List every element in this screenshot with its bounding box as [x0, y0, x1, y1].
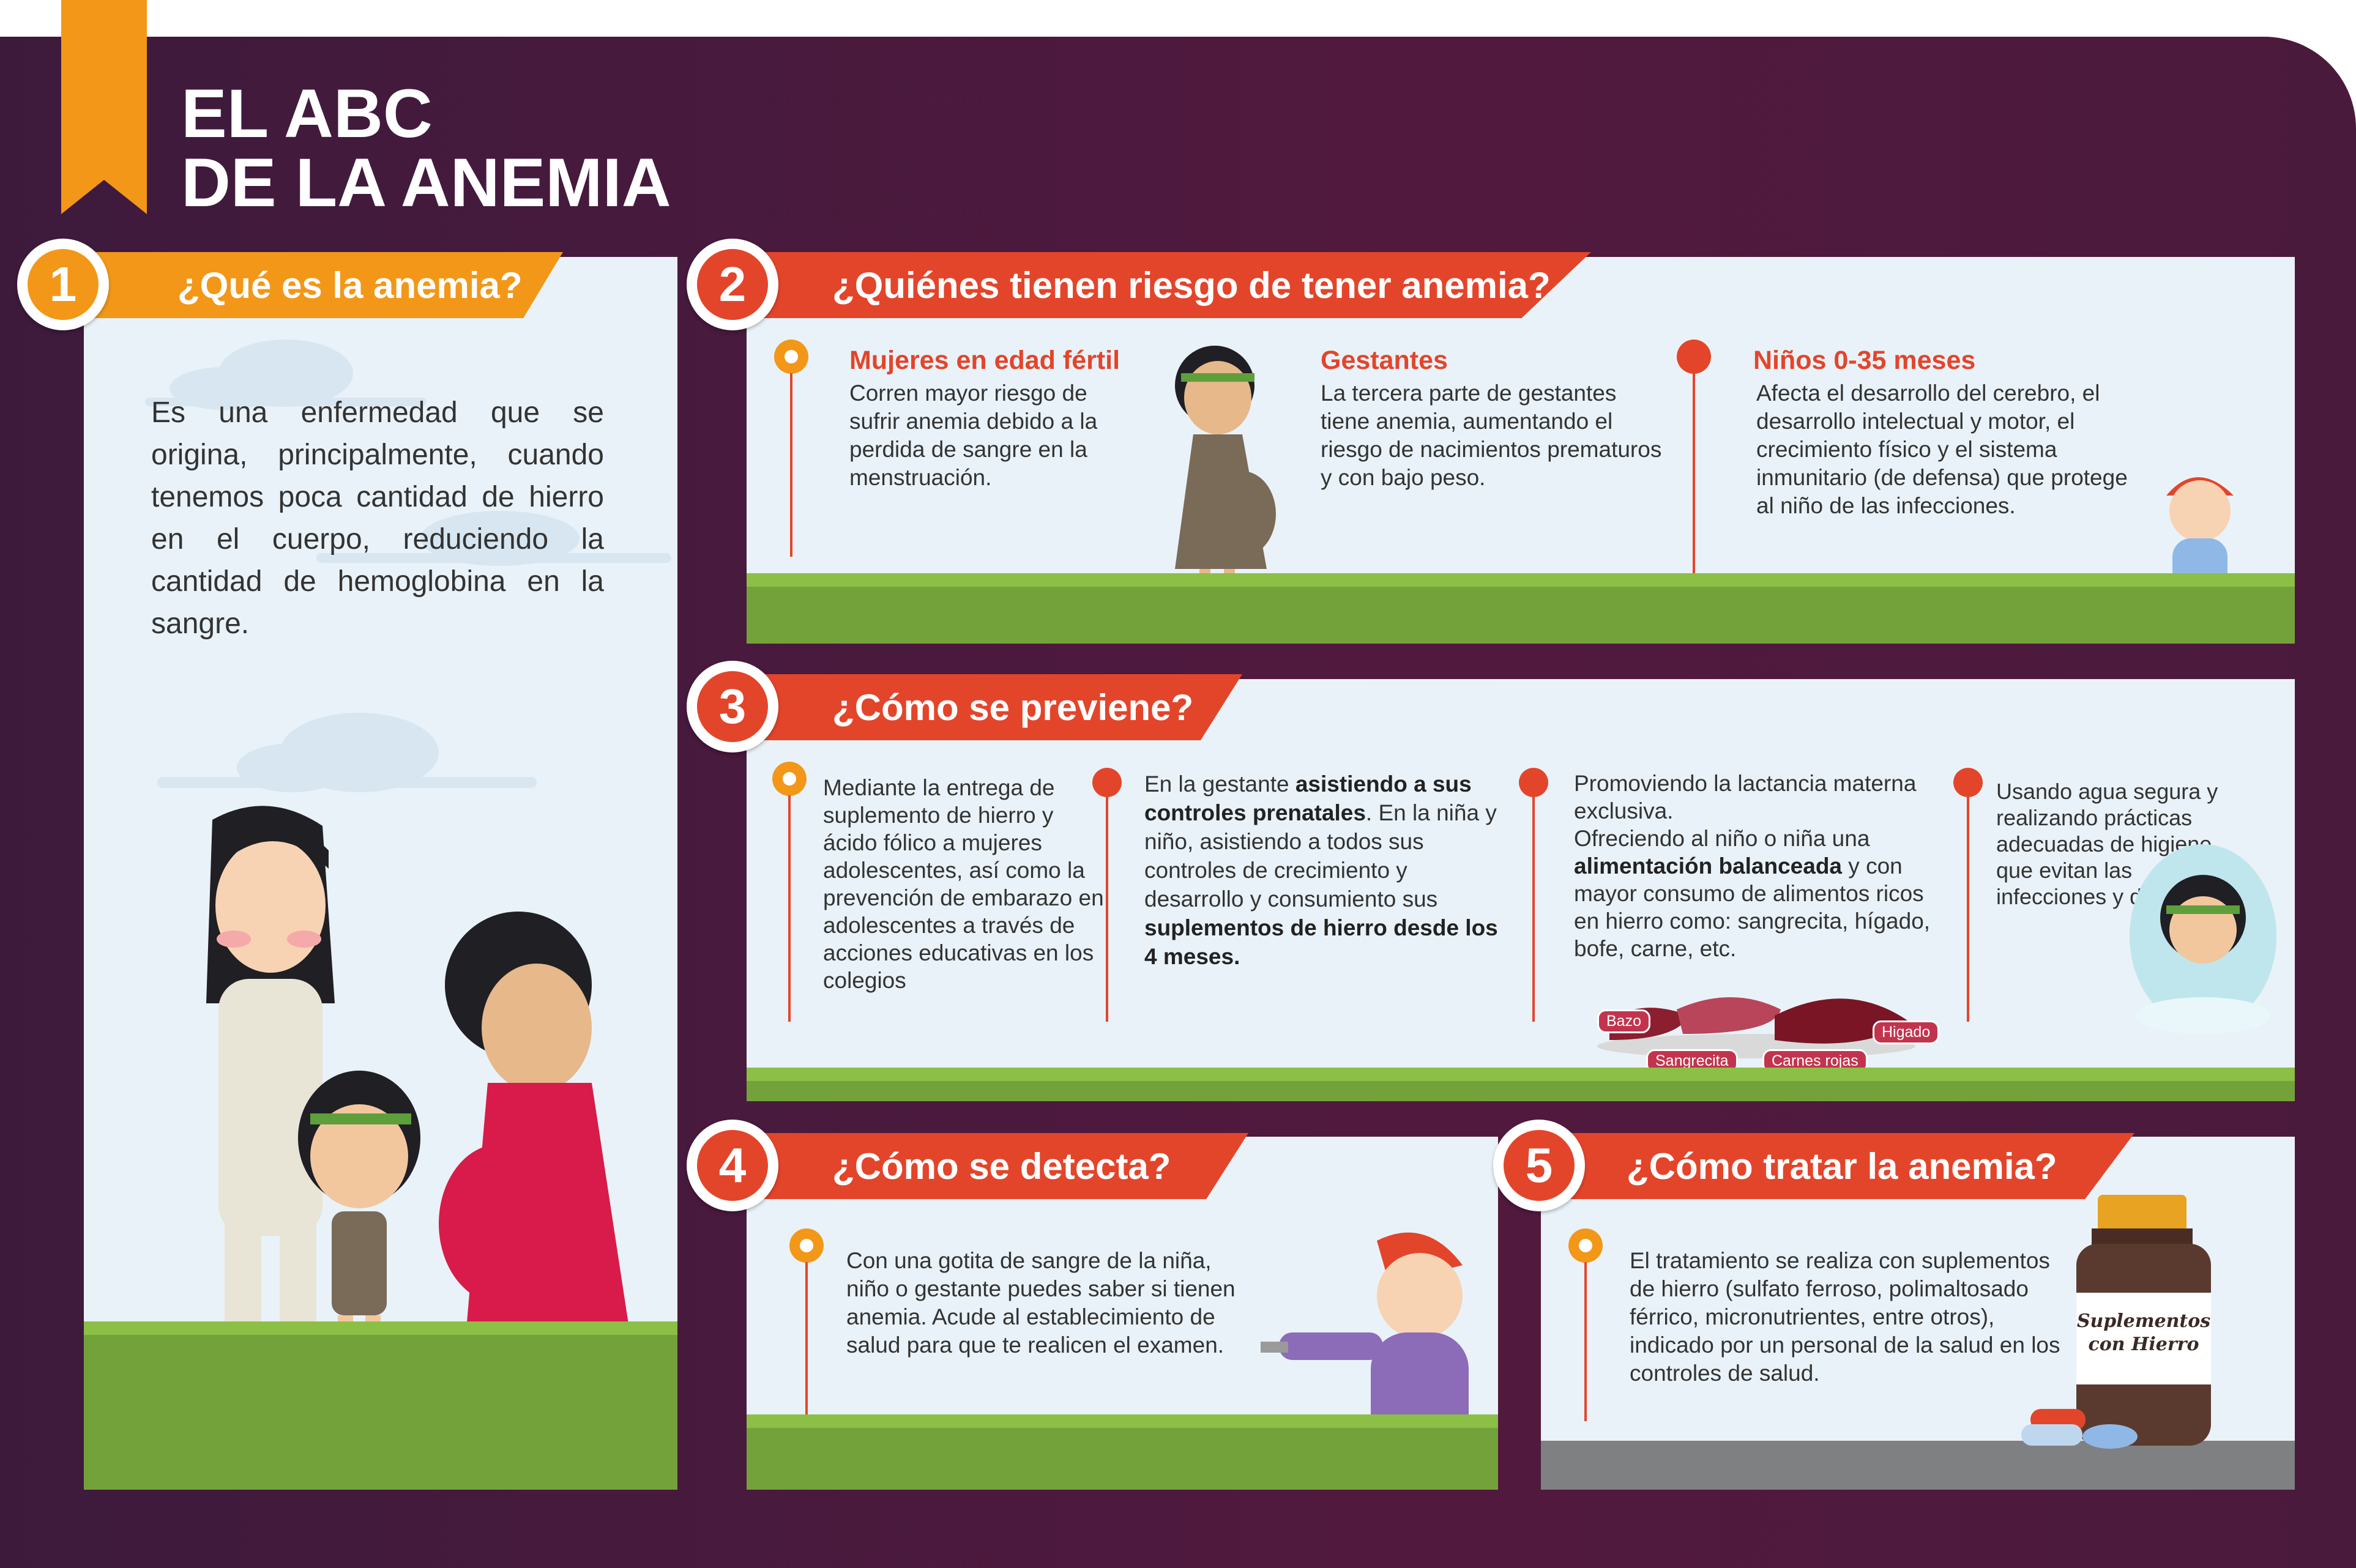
- map-pin-icon: [1519, 768, 1548, 797]
- grass-ground: [747, 1068, 2295, 1101]
- ground-strip: [1541, 1441, 2295, 1490]
- cloud-icon: [145, 340, 427, 410]
- pin-line: [805, 1262, 808, 1421]
- section-5-banner: ¿Cómo tratar la anemia?: [1516, 1133, 2134, 1199]
- map-pin-icon: [1568, 1228, 1603, 1263]
- map-pin-icon: [774, 340, 808, 374]
- grass-ground: [84, 1321, 677, 1490]
- risk-group-3-title: Niños 0-35 meses: [1753, 346, 1976, 375]
- prevent-item-1: Mediante la entrega de suplemento de hie…: [823, 775, 1104, 993]
- section-2-panel: Mujeres en edad fértil Corren mayor ries…: [747, 257, 2295, 644]
- risk-group-3-text: Afecta el desarrollo del cerebro, el des…: [1756, 381, 2128, 518]
- section-4-heading: ¿Cómo se detecta?: [832, 1145, 1171, 1187]
- section-5-panel: El tratamiento se realiza con suplemento…: [1541, 1137, 2295, 1490]
- cloud-icon: [157, 713, 537, 792]
- section-1-heading: ¿Qué es la anemia?: [177, 264, 523, 306]
- pin-line: [1967, 795, 1969, 1022]
- risk-group-1-title: Mujeres en edad fértil: [849, 346, 1120, 375]
- food-label-bazo: Bazo: [1597, 1009, 1650, 1033]
- page-title-line2: DE LA ANEMIA: [181, 144, 671, 221]
- map-pin-icon: [772, 762, 807, 796]
- section-3-banner: ¿Cómo se previene?: [722, 674, 1242, 740]
- section-4-number-badge: 4: [687, 1120, 778, 1211]
- section-3-number-badge: 3: [687, 661, 778, 752]
- prevent-item-3: Promoviendo la lactancia materna exclusi…: [1574, 771, 1931, 961]
- map-pin-icon: [1677, 340, 1711, 374]
- section-3-panel: Mediante la entrega de suplemento de hie…: [747, 679, 2295, 1101]
- map-pin-icon: [1953, 768, 1983, 797]
- food-label-higado: Higado: [1873, 1020, 1940, 1044]
- grass-ground: [747, 573, 2295, 644]
- bottle-label: Suplementos con Hierro: [2076, 1310, 2211, 1355]
- section-1-panel: Es una enfermedad que se origina, princi…: [84, 257, 677, 1490]
- section-4-body: Con una gotita de sangre de la niña, niñ…: [846, 1248, 1236, 1358]
- section-2-banner: ¿Quiénes tienen riesgo de tener anemia?: [722, 252, 1591, 318]
- section-2-heading: ¿Quiénes tienen riesgo de tener anemia?: [832, 264, 1551, 306]
- pin-line: [1532, 795, 1535, 1022]
- prevent-item-2: En la gestante asistiendo a sus controle…: [1144, 771, 1498, 969]
- pin-line: [788, 795, 791, 1022]
- grass-ground: [747, 1414, 1498, 1490]
- risk-group-2-title: Gestantes: [1321, 346, 1448, 375]
- pin-line: [790, 373, 792, 557]
- section-2-number: 2: [697, 249, 768, 320]
- risk-group-2-text: La tercera parte de gestantes tiene anem…: [1321, 381, 1662, 490]
- map-pin-icon: [1092, 768, 1122, 797]
- pregnant-woman-icon: [1175, 346, 1276, 596]
- risk-group-1-text: Corren mayor riesgo de sufrir anemia deb…: [849, 381, 1098, 490]
- section-4-number: 4: [697, 1130, 768, 1201]
- cloud-icon: [316, 511, 671, 566]
- pin-line: [1106, 795, 1108, 1022]
- pin-line: [1584, 1262, 1587, 1421]
- section-5-number: 5: [1504, 1130, 1575, 1201]
- people-illustration: [206, 806, 635, 1407]
- supplement-bottle-icon: [2021, 1195, 2211, 1449]
- section-1-banner: ¿Qué es la anemia?: [67, 252, 563, 318]
- section-1-body: Es una enfermedad que se origina, princi…: [151, 396, 604, 640]
- section-5-body: El tratamiento se realiza con suplemento…: [1630, 1248, 2060, 1386]
- girl-washing-hands-icon: [2130, 844, 2276, 1034]
- prevent-item-4: Usando agua segura y realizando práctica…: [1996, 779, 2218, 909]
- section-5-number-badge: 5: [1493, 1120, 1585, 1211]
- section-5-heading: ¿Cómo tratar la anemia?: [1627, 1145, 2057, 1187]
- section-3-number: 3: [697, 671, 768, 742]
- map-pin-icon: [789, 1228, 824, 1263]
- section-1-number: 1: [28, 249, 99, 320]
- section-3-heading: ¿Cómo se previene?: [832, 686, 1194, 728]
- section-4-banner: ¿Cómo se detecta?: [722, 1133, 1248, 1199]
- section-1-number-badge: 1: [17, 239, 109, 330]
- section-2-number-badge: 2: [687, 239, 778, 330]
- pin-line: [1693, 373, 1695, 581]
- bookmark-ribbon: [61, 0, 147, 214]
- page-title-line1: EL ABC: [181, 75, 433, 152]
